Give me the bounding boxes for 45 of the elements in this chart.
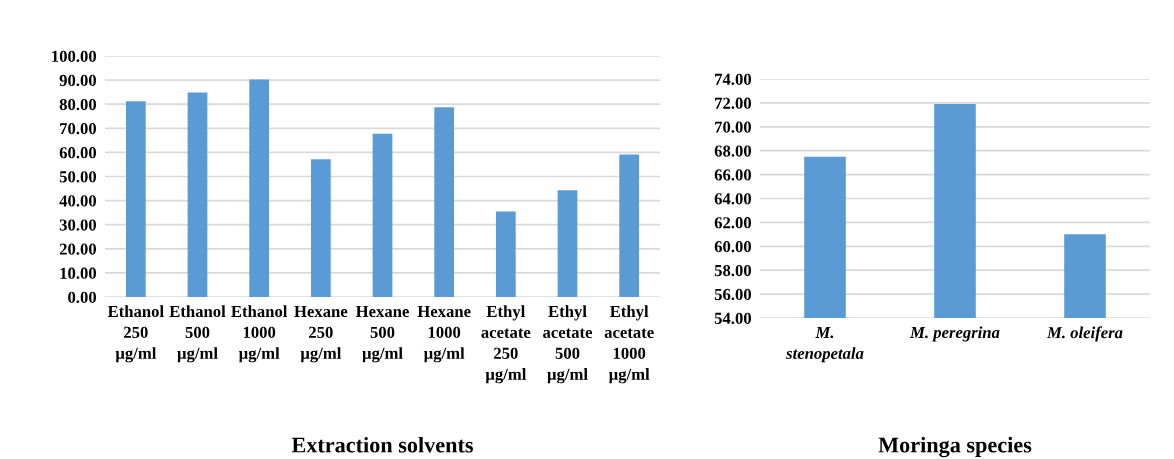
y-tick-label: 54.00 — [714, 312, 752, 325]
y-tick-label: 30.00 — [59, 219, 97, 231]
y-tick-label: 64.00 — [714, 193, 752, 205]
y-tick-label: 58.00 — [714, 264, 752, 277]
x-axis-title: Moringa species — [878, 436, 1032, 458]
x-tick-label: Hexane 500 µg/ml — [355, 305, 409, 363]
bar — [187, 92, 208, 297]
y-tick-label: 56.00 — [714, 288, 752, 301]
y-tick-label: 74.00 — [715, 73, 752, 86]
y-tick-label: 40.00 — [59, 195, 97, 207]
bar — [434, 107, 455, 297]
bar — [125, 101, 146, 297]
x-axis-title: Extraction solvents — [291, 436, 473, 453]
x-tick-label: Ethyl acetate 500 µg/ml — [543, 305, 593, 384]
y-tick-label: 70.00 — [60, 123, 97, 135]
y-tick-label: 10.00 — [60, 267, 97, 279]
bar — [557, 190, 578, 297]
x-tick-label: Ethyl acetate 1000 µg/ml — [604, 305, 654, 384]
x-tick-label: M. oleifera — [1046, 326, 1123, 342]
y-tick-label: 0.00 — [68, 291, 97, 304]
x-tick-label: Ethyl acetate 250 µg/ml — [481, 305, 531, 384]
y-tick-label: 72.00 — [715, 97, 752, 109]
y-tick-label: 70.00 — [715, 121, 752, 133]
y-tick-label: 20.00 — [59, 243, 97, 255]
y-tick-label: 66.00 — [714, 169, 752, 181]
bar — [249, 79, 270, 297]
x-tick-label: Ethanol 500 µg/ml — [169, 305, 226, 363]
y-tick-label: 90.00 — [59, 74, 97, 87]
y-tick-label: 50.00 — [59, 171, 97, 183]
bar — [619, 154, 640, 297]
y-tick-label: 80.00 — [59, 98, 97, 111]
bar — [372, 133, 393, 297]
y-tick-label: 60.00 — [59, 147, 97, 159]
x-tick-label: Hexane 1000 µg/ml — [417, 305, 471, 363]
y-tick-label: 68.00 — [714, 145, 752, 157]
y-tick-label: 100.00 — [52, 50, 97, 63]
x-tick-label: M. peregrina — [909, 326, 1000, 342]
x-tick-label: Ethanol 250 µg/ml — [107, 305, 164, 363]
bar — [310, 159, 331, 297]
y-tick-label: 60.00 — [714, 241, 752, 253]
x-tick-label: Ethanol 1000 µg/ml — [231, 305, 288, 363]
x-tick-label: Hexane 250 µg/ml — [294, 305, 348, 363]
bar — [495, 211, 516, 297]
x-tick-label: M. stenopetala — [786, 326, 864, 363]
y-tick-label: 62.00 — [714, 217, 752, 229]
